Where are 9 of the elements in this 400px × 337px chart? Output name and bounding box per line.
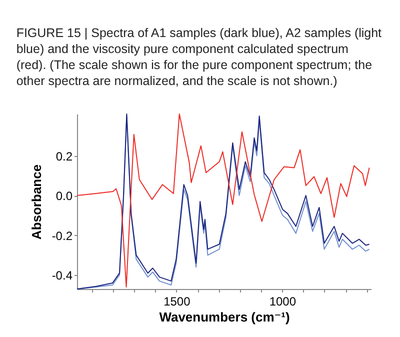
y-tick-label: 0.0 xyxy=(56,189,73,204)
x-tick-label: 1500 xyxy=(164,294,191,308)
y-tick-label: -0.2 xyxy=(52,228,73,243)
chart-title: FIGURE 15 | Spectra of A1 samples (dark blue), A2 samples (light blue) and the viscosity pure component calculated spectrum (red). (The scale shown is for the pure component spectrum; the other spectra are normalized, and the scale is not shown.) xyxy=(16,26,382,88)
y-tick-label: -0.4 xyxy=(52,268,73,283)
x-axis-title: Wavenumbers (cm⁻¹) xyxy=(159,310,290,324)
y-tick-label: 0.2 xyxy=(56,149,73,164)
x-tick-label: 1000 xyxy=(269,294,296,308)
y-axis-title: Absorbance xyxy=(28,164,44,240)
